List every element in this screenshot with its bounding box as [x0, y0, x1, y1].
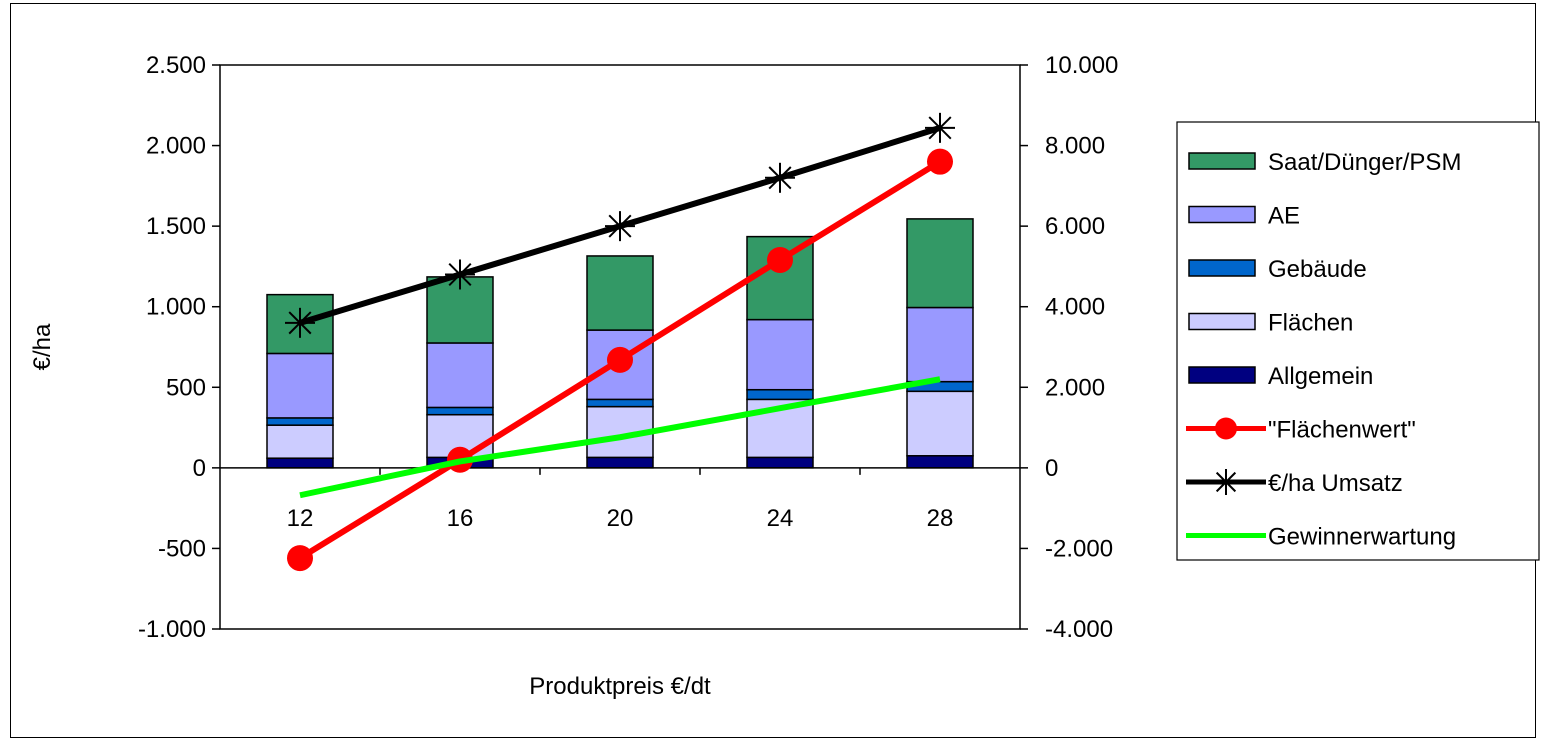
lines-layer	[285, 112, 955, 572]
marker-1-3	[765, 162, 795, 193]
legend-box	[1176, 121, 1540, 561]
legend-swatch-3	[1188, 312, 1256, 331]
bar-0-4	[906, 455, 974, 469]
y-right-tick-label-1: 8.000	[1045, 133, 1105, 160]
bar-4-4	[906, 218, 974, 309]
bar-2-1	[426, 406, 494, 416]
bar-3-3	[746, 318, 814, 391]
marker-1-0	[285, 307, 315, 338]
y-left-tick-label-4: 500	[166, 374, 206, 401]
y-right-tick-label-4: 2.000	[1045, 374, 1105, 401]
y-right-tick-label-2: 6.000	[1045, 213, 1105, 240]
legend-label-1: AE	[1268, 203, 1300, 230]
legend: Saat/Dünger/PSM AE Gebäude Flächen Allgemein…	[1176, 121, 1540, 561]
x-tick-label-4: 28	[927, 505, 954, 532]
legend-label-0: Saat/Dünger/PSM	[1268, 149, 1461, 176]
legend-label-6: €/ha Umsatz	[1268, 470, 1403, 497]
legend-marker-5	[1215, 417, 1237, 440]
marker-1-4-stroke-3	[928, 116, 952, 140]
marker-0-4	[927, 148, 953, 175]
legend-swatch-2	[1188, 259, 1256, 277]
x-axis-title: Produktpreis €/dt	[529, 673, 711, 700]
legend-swatch-1	[1188, 205, 1256, 224]
legend-label-3: Flächen	[1268, 310, 1353, 337]
bar-1-4	[906, 390, 974, 457]
y-left-tick-label-1: 2.000	[146, 133, 206, 160]
x-tick-label-0: 12	[287, 505, 314, 532]
line-series-2	[299, 376, 941, 499]
y-left-tick-label-2: 1.500	[146, 213, 206, 240]
bar-2-0	[266, 417, 334, 426]
bar-3-4	[906, 306, 974, 383]
y-left-tick-label-7: -1.000	[138, 616, 206, 643]
y-left-tick-label-5: 0	[193, 455, 206, 482]
bar-3-1	[426, 342, 494, 409]
y-left-tick-label-0: 2.500	[146, 52, 206, 79]
y-right-tick-label-5: 0	[1045, 455, 1058, 482]
legend-swatch-4	[1188, 366, 1256, 384]
marker-1-3-stroke-3	[768, 166, 792, 190]
y-left-tick-label-6: -500	[158, 535, 206, 562]
bar-2-2	[586, 398, 654, 408]
y-right-tick-label-3: 4.000	[1045, 294, 1105, 321]
marker-0-2	[607, 346, 633, 373]
y-axis-title: €/ha	[29, 323, 56, 370]
y-left-tick-label-3: 1.000	[146, 294, 206, 321]
x-tick-label-2: 20	[607, 505, 634, 532]
y-right-tick-label-6: -2.000	[1045, 535, 1113, 562]
bar-4-2	[586, 255, 654, 331]
bar-0-2	[586, 456, 654, 469]
x-tick-label-3: 24	[767, 505, 794, 532]
legend-label-5: "Flächenwert"	[1268, 417, 1416, 444]
marker-1-2	[605, 211, 635, 242]
bars-layer	[266, 218, 974, 469]
legend-swatch-0	[1188, 152, 1256, 170]
legend-label-7: Gewinnerwartung	[1268, 524, 1456, 551]
y-right-tick-label-7: -4.000	[1045, 616, 1113, 643]
marker-1-2-stroke-3	[608, 214, 632, 238]
bar-1-0	[266, 424, 334, 459]
legend-label-2: Gebäude	[1268, 256, 1367, 283]
marker-1-1-stroke-3	[448, 262, 472, 286]
legend-marker-6	[1213, 469, 1239, 495]
bar-3-0	[266, 352, 334, 419]
bar-0-0	[266, 457, 334, 469]
marker-1-1	[445, 259, 475, 290]
bar-2-3	[746, 388, 814, 401]
x-tick-label-1: 16	[447, 505, 474, 532]
legend-marker-6-stroke-3	[1215, 471, 1237, 493]
marker-1-0-stroke-3	[288, 311, 312, 335]
marker-0-3	[767, 246, 793, 273]
marker-0-0	[287, 545, 313, 572]
legend-label-4: Allgemein	[1268, 363, 1373, 390]
y-right-tick-label-0: 10.000	[1045, 52, 1118, 79]
bar-0-3	[746, 456, 814, 469]
bar-4-0	[266, 293, 334, 355]
axes-layer: 12 16 20 24 28 2.500 2.000 1.500 1.000 500 0 -500 -1…	[138, 52, 1118, 643]
marker-1-4	[925, 112, 955, 143]
